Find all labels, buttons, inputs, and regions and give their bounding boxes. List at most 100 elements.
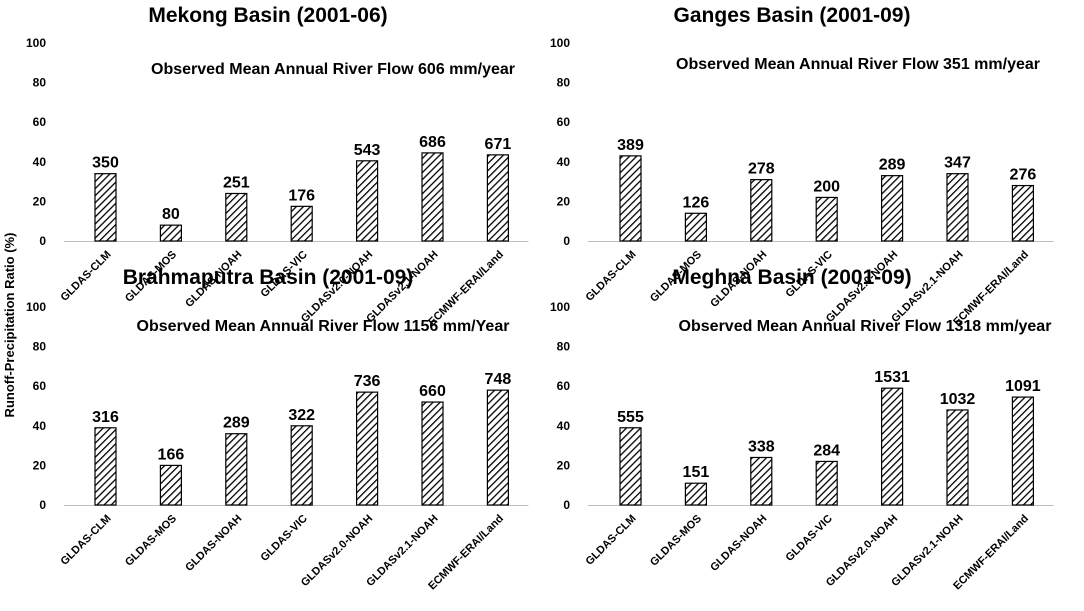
bar bbox=[486, 389, 509, 506]
bar-data-label: 80 bbox=[162, 206, 180, 223]
bar bbox=[946, 409, 969, 506]
y-tick-label: 60 bbox=[557, 115, 571, 129]
bar-data-label: 316 bbox=[92, 409, 119, 426]
x-category-label: GLDASv2.0-NOAH bbox=[824, 513, 900, 589]
bar bbox=[1011, 396, 1035, 506]
x-category-label: GLDAS-CLM bbox=[583, 513, 638, 568]
chart-panel: Meghna Basin (2001-09) Observed Mean Annu… bbox=[550, 266, 1054, 593]
bar-data-label: 322 bbox=[288, 407, 315, 424]
x-category-label: GLDAS-VIC bbox=[784, 513, 835, 564]
bar-data-label: 151 bbox=[683, 464, 710, 481]
y-tick-label: 80 bbox=[33, 76, 47, 90]
y-axis-title: Runoff-Precipitation Ratio (%) bbox=[2, 233, 17, 418]
bar bbox=[225, 433, 248, 506]
y-tick-label: 60 bbox=[33, 379, 47, 393]
y-tick-label: 100 bbox=[550, 300, 570, 314]
x-category-label: GLDAS-CLM bbox=[58, 513, 113, 568]
bar bbox=[619, 155, 642, 242]
y-tick-label: 40 bbox=[33, 155, 47, 169]
x-category-label: ECMWF-ERAI/Land bbox=[426, 513, 506, 593]
x-category-label: ECMWF-ERAI/Land bbox=[951, 249, 1031, 329]
bar bbox=[684, 482, 708, 506]
bar bbox=[94, 173, 117, 242]
bar-data-label: 660 bbox=[419, 383, 446, 400]
y-tick-label: 20 bbox=[557, 458, 571, 472]
y-tick-label: 0 bbox=[563, 498, 570, 512]
chart-panel: Brahmaputra Basin (2001-09) Observed Mean… bbox=[26, 266, 529, 593]
y-tick-label: 100 bbox=[550, 36, 570, 50]
bar bbox=[290, 205, 313, 242]
bar bbox=[159, 224, 182, 242]
bar-data-label: 1531 bbox=[874, 369, 910, 386]
bar-data-label: 671 bbox=[485, 136, 512, 153]
observed-flow-note: Observed Mean Annual River Flow 606 mm/y… bbox=[151, 61, 515, 78]
x-category-label: ECMWF-ERAI/Land bbox=[426, 249, 506, 329]
bar bbox=[94, 427, 117, 506]
bar-data-label: 736 bbox=[354, 373, 381, 390]
y-tick-label: 80 bbox=[557, 76, 571, 90]
x-category-label: GLDAS-NOAH bbox=[708, 513, 769, 574]
y-tick-label: 20 bbox=[557, 194, 571, 208]
bar-data-label: 251 bbox=[223, 174, 250, 191]
chart-title: Ganges Basin (2001-09) bbox=[674, 4, 911, 27]
y-tick-label: 100 bbox=[26, 36, 46, 50]
chart-title: Mekong Basin (2001-06) bbox=[148, 4, 387, 27]
observed-flow-note: Observed Mean Annual River Flow 351 mm/y… bbox=[676, 56, 1040, 73]
bar bbox=[619, 427, 642, 506]
bar bbox=[1011, 184, 1035, 242]
chart-title: Brahmaputra Basin (2001-09) bbox=[123, 266, 414, 289]
bar bbox=[225, 192, 248, 242]
bar bbox=[750, 456, 773, 506]
y-tick-label: 100 bbox=[26, 300, 46, 314]
y-tick-label: 0 bbox=[39, 498, 46, 512]
x-category-label: GLDAS-NOAH bbox=[183, 513, 244, 574]
bar-data-label: 350 bbox=[92, 155, 119, 172]
bar-data-label: 748 bbox=[485, 371, 512, 388]
bar bbox=[356, 391, 379, 506]
bar bbox=[486, 154, 509, 242]
y-tick-label: 20 bbox=[33, 458, 47, 472]
bar bbox=[290, 425, 313, 506]
x-category-label: GLDAS-CLM bbox=[58, 249, 113, 304]
bar bbox=[946, 173, 969, 242]
y-tick-label: 0 bbox=[39, 234, 46, 248]
x-category-label: ECMWF-ERAI/Land bbox=[951, 513, 1031, 593]
bar-data-label: 347 bbox=[944, 155, 971, 172]
bar bbox=[356, 160, 379, 242]
y-tick-label: 80 bbox=[557, 340, 571, 354]
y-tick-label: 60 bbox=[33, 115, 47, 129]
observed-flow-note: Observed Mean Annual River Flow 1318 mm/… bbox=[679, 318, 1052, 335]
x-category-label: GLDAS-CLM bbox=[583, 249, 638, 304]
bar bbox=[421, 152, 444, 242]
bar-data-label: 543 bbox=[354, 142, 381, 159]
x-category-label: GLDAS-VIC bbox=[259, 513, 310, 564]
bar-data-label: 200 bbox=[813, 178, 840, 195]
observed-flow-note: Observed Mean Annual River Flow 1156 mm/… bbox=[137, 318, 510, 335]
x-category-label: GLDASv2.1-NOAH bbox=[364, 513, 440, 589]
bar bbox=[880, 175, 904, 242]
x-category-label: GLDASv2.0-NOAH bbox=[299, 513, 375, 589]
y-tick-label: 80 bbox=[33, 340, 47, 354]
bar-data-label: 289 bbox=[223, 415, 250, 432]
bar-data-label: 284 bbox=[813, 442, 840, 459]
y-tick-label: 40 bbox=[33, 419, 47, 433]
y-tick-label: 40 bbox=[557, 419, 571, 433]
bar bbox=[815, 196, 838, 242]
bar-data-label: 1032 bbox=[940, 391, 976, 408]
x-category-label: GLDAS-MOS bbox=[123, 513, 179, 569]
bar-data-label: 389 bbox=[617, 137, 644, 154]
bar-data-label: 276 bbox=[1010, 167, 1037, 184]
chart-title: Meghna Basin (2001-09) bbox=[672, 266, 911, 289]
bar-data-label: 1091 bbox=[1005, 378, 1041, 395]
bar bbox=[880, 387, 904, 506]
bar-data-label: 278 bbox=[748, 161, 775, 178]
y-tick-label: 0 bbox=[563, 234, 570, 248]
bar bbox=[421, 401, 444, 506]
bar-data-label: 289 bbox=[879, 157, 906, 174]
bar-data-label: 176 bbox=[288, 187, 315, 204]
y-tick-label: 60 bbox=[557, 379, 571, 393]
x-category-label: GLDASv2.1-NOAH bbox=[889, 513, 965, 589]
x-category-label: GLDAS-MOS bbox=[648, 513, 704, 569]
